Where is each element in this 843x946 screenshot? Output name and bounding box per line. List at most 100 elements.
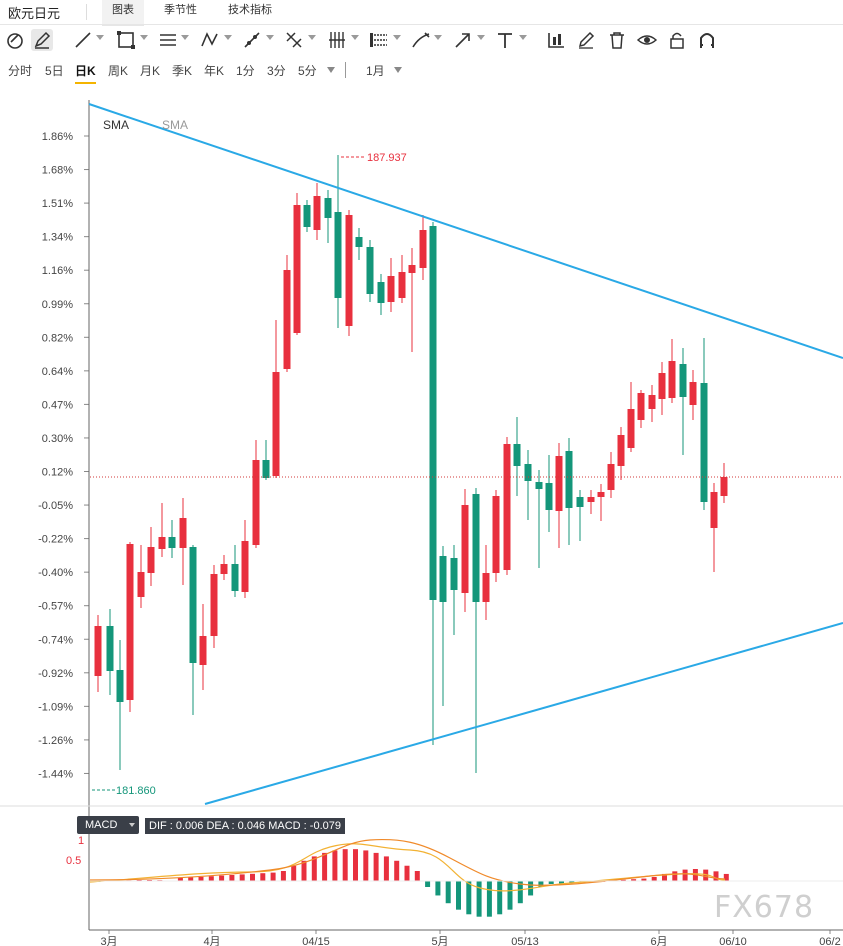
candle[interactable] (387, 258, 395, 312)
candle[interactable] (408, 248, 416, 352)
period-5day[interactable]: 5日 (45, 64, 64, 78)
candle[interactable] (231, 545, 239, 597)
edit-icon[interactable] (575, 29, 597, 51)
candle[interactable] (627, 382, 635, 452)
period-weekly[interactable]: 周K (108, 64, 129, 78)
candle[interactable] (555, 443, 563, 548)
candle[interactable] (710, 483, 718, 572)
range-caret-icon[interactable] (394, 67, 402, 73)
candle[interactable] (398, 255, 406, 303)
candle[interactable] (116, 640, 124, 770)
candle[interactable] (658, 362, 666, 415)
candle[interactable] (210, 565, 218, 648)
candle[interactable] (535, 470, 543, 568)
candle[interactable] (607, 452, 615, 498)
tab-indicators[interactable]: 技术指标 (228, 4, 272, 16)
candle[interactable] (220, 555, 228, 580)
pattern-tool-icon[interactable] (199, 29, 221, 51)
candle[interactable] (252, 440, 260, 548)
pattern-caret-icon[interactable] (224, 35, 232, 40)
candle[interactable] (439, 546, 447, 706)
measure-tool-icon[interactable] (368, 29, 390, 51)
text-tool-icon[interactable] (494, 29, 516, 51)
candle[interactable] (241, 520, 249, 598)
candle[interactable] (587, 490, 595, 514)
fib-caret-icon[interactable] (308, 35, 316, 40)
candle[interactable] (700, 338, 708, 510)
line-tool-icon[interactable] (72, 29, 94, 51)
period-more-caret-icon[interactable] (327, 67, 335, 73)
candle[interactable] (293, 193, 301, 335)
candle[interactable] (450, 545, 458, 635)
candle[interactable] (637, 390, 645, 428)
macd-caret-icon[interactable] (129, 823, 135, 827)
candle[interactable] (524, 450, 532, 520)
candle[interactable] (106, 609, 114, 695)
candle[interactable] (262, 440, 270, 480)
gann-tool-icon[interactable] (326, 29, 348, 51)
candle[interactable] (513, 417, 521, 496)
brush-caret-icon[interactable] (434, 35, 442, 40)
candle[interactable] (179, 498, 187, 585)
candle[interactable] (576, 490, 584, 541)
candle[interactable] (565, 438, 573, 545)
candle[interactable] (303, 200, 311, 232)
candle[interactable] (461, 489, 469, 612)
period-intraday[interactable]: 分时 (8, 64, 33, 78)
candle[interactable] (94, 615, 102, 692)
brush-tool-icon[interactable] (410, 29, 432, 51)
candle[interactable] (679, 348, 687, 455)
candle[interactable] (377, 274, 385, 315)
period-1min[interactable]: 1分 (236, 64, 255, 78)
eye-icon[interactable] (636, 29, 658, 51)
sma-label-1[interactable]: SMA (103, 118, 129, 132)
channel-caret-icon[interactable] (181, 35, 189, 40)
candle[interactable] (147, 527, 155, 586)
candle[interactable] (689, 370, 697, 420)
tab-seasonality[interactable]: 季节性 (164, 4, 197, 16)
candle[interactable] (366, 240, 374, 302)
pencil-icon[interactable] (31, 29, 53, 51)
candle[interactable] (429, 222, 437, 745)
rectangle-caret-icon[interactable] (140, 35, 148, 40)
macd-selector[interactable]: MACD (77, 816, 139, 834)
candle[interactable] (545, 455, 553, 532)
period-quarterly[interactable]: 季K (172, 64, 193, 78)
candle[interactable] (324, 190, 332, 243)
lower-trendline[interactable] (204, 622, 843, 805)
parallel-channel-icon[interactable] (157, 29, 179, 51)
magnet-icon[interactable] (4, 29, 26, 51)
period-daily[interactable]: 日K (75, 62, 96, 84)
period-yearly[interactable]: 年K (204, 64, 225, 78)
upper-trendline[interactable] (88, 103, 843, 359)
period-5min[interactable]: 5分 (298, 64, 317, 78)
ray-tool-icon[interactable] (241, 29, 263, 51)
candle[interactable] (158, 503, 166, 557)
candle[interactable] (482, 545, 490, 620)
arrow-caret-icon[interactable] (477, 35, 485, 40)
candle[interactable] (313, 183, 321, 240)
sma-label-2[interactable]: SMA (162, 118, 188, 132)
ray-caret-icon[interactable] (266, 35, 274, 40)
candle[interactable] (272, 320, 280, 478)
fib-tool-icon[interactable] (283, 29, 305, 51)
candle[interactable] (492, 490, 500, 582)
candle[interactable] (503, 437, 511, 575)
candle[interactable] (199, 604, 207, 690)
candle[interactable] (137, 545, 145, 608)
range-select[interactable]: 1月 (366, 64, 385, 78)
candle[interactable] (334, 155, 342, 328)
candle[interactable] (126, 542, 134, 712)
candle[interactable] (283, 255, 291, 372)
candle[interactable] (597, 484, 605, 521)
text-caret-icon[interactable] (519, 35, 527, 40)
measure-caret-icon[interactable] (393, 35, 401, 40)
candle[interactable] (355, 228, 363, 260)
gann-caret-icon[interactable] (351, 35, 359, 40)
candle[interactable] (648, 385, 656, 422)
lock-icon[interactable] (666, 29, 688, 51)
arrow-tool-icon[interactable] (452, 29, 474, 51)
candle[interactable] (668, 339, 676, 403)
candle[interactable] (189, 545, 197, 715)
